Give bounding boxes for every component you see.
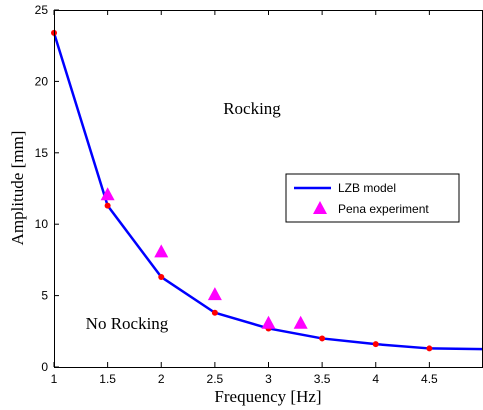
plot-marks [51,29,483,352]
x-tick-label: 1 [51,372,58,386]
y-tick-label: 0 [41,360,48,374]
model-point-3 [211,309,218,316]
legend-label-lzb: LZB model [338,181,396,195]
legend: LZB model Pena experiment [285,173,460,223]
x-tick-label: 3 [265,372,272,386]
no-rocking-label: No Rocking [86,314,169,333]
rocking-label: Rocking [223,99,281,118]
legend-triangle-sample [313,201,327,214]
model-point-2 [158,274,165,281]
axes: 1 1.5 2 2.5 3 3.5 4 4.5 0 5 10 15 20 25 [35,3,438,386]
experiment-point-3 [261,315,276,329]
y-tick-label: 15 [35,146,49,160]
y-tick-label: 25 [35,3,49,17]
y-tick-label: 20 [35,74,49,88]
model-point-1 [104,202,111,209]
x-tick-label: 1.5 [99,372,116,386]
experiment-point-0 [100,187,115,201]
experiment-point-4 [293,315,308,329]
x-tick-label: 3.5 [314,372,331,386]
x-tick-label: 4.5 [421,372,438,386]
x-tick-label: 2.5 [207,372,224,386]
model-point-7 [426,345,433,352]
y-axis-title: Amplitude [mm] [8,131,27,246]
x-axis-title: Frequency [Hz] [214,387,321,406]
x-tick-label: 4 [372,372,379,386]
experiment-point-1 [154,244,169,258]
model-point-5 [319,335,326,342]
x-tick-label: 2 [158,372,165,386]
y-tick-label: 5 [41,289,48,303]
legend-label-pena: Pena experiment [338,202,429,216]
model-point-6 [372,341,379,348]
experiment-point-2 [207,287,222,301]
y-tick-label: 10 [35,217,49,231]
